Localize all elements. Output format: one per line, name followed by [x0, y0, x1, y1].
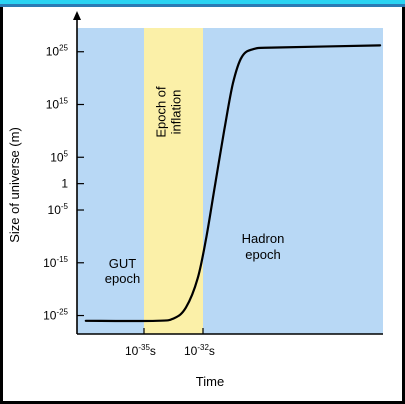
bottom-border	[0, 401, 405, 404]
size-curve	[84, 44, 382, 323]
epoch-regions	[77, 28, 383, 334]
gut-epoch-label: epoch	[105, 271, 140, 286]
hadron-epoch-label: Hadron	[242, 231, 285, 246]
axes	[73, 11, 383, 335]
y-tick-label: 1015	[46, 97, 69, 112]
inflation-epoch-label: Epoch of	[154, 86, 169, 138]
labels: 1025 1015 105 1 10-5 10-15 10-25 10-35s 10-32s GU…	[7, 44, 284, 389]
inflation-epoch-label: inflation	[169, 90, 184, 135]
y-axis-title: Size of universe (m)	[7, 127, 22, 243]
y-tick-label: 1	[61, 177, 68, 191]
y-tick-label: 10-25	[43, 308, 68, 323]
region-epoch-of-inflation	[144, 28, 203, 334]
gut-epoch-label: GUT	[109, 256, 137, 271]
x-axis-title: Time	[196, 374, 224, 389]
hadron-epoch-label: epoch	[245, 247, 280, 262]
region-hadron-epoch	[203, 28, 383, 334]
left-border	[0, 7, 3, 404]
x-tick-label: 10-35s	[125, 343, 156, 358]
y-tick-label: 10-5	[48, 202, 69, 217]
x-tick-label: 10-32s	[184, 343, 215, 358]
y-tick-label: 1025	[46, 44, 69, 59]
y-tick-label: 105	[50, 149, 68, 164]
y-axis-arrowhead	[73, 11, 81, 20]
y-tick-label: 10-15	[43, 255, 68, 270]
region-gut-epoch	[77, 28, 144, 334]
size-curve-layer	[84, 44, 382, 323]
top-header-bar	[0, 0, 405, 7]
right-border	[402, 7, 405, 404]
